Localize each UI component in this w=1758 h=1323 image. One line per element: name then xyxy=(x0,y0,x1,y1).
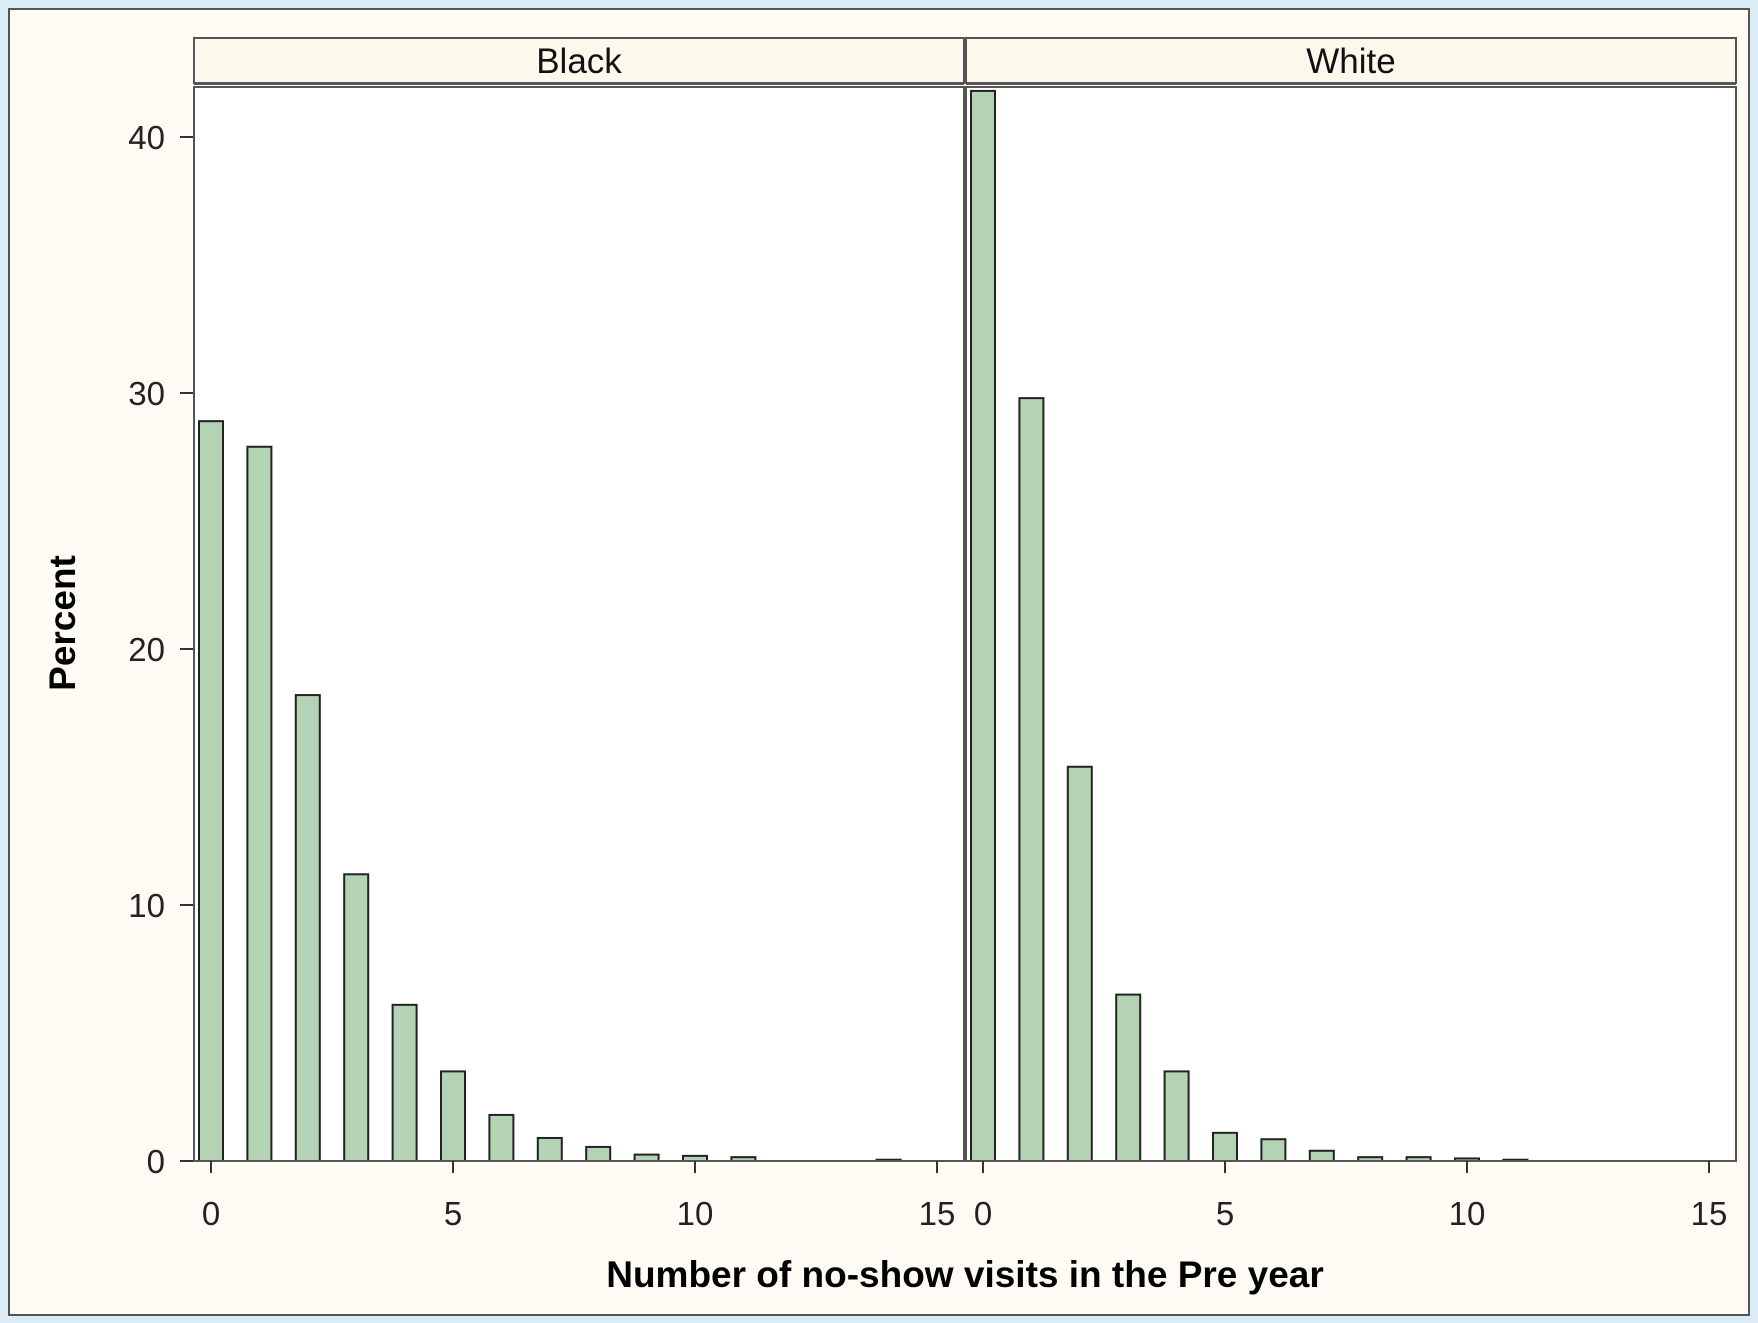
x-axis-title: Number of no-show visits in the Pre year xyxy=(606,1254,1324,1295)
histogram-bar xyxy=(1066,765,1093,1162)
x-tick-label: 15 xyxy=(919,1195,956,1232)
plot-area xyxy=(965,86,1737,1162)
plot-area xyxy=(193,86,965,1162)
x-tick-label: 5 xyxy=(1216,1195,1234,1232)
y-tick-label: 0 xyxy=(147,1143,165,1180)
histogram-bar xyxy=(1260,1138,1287,1162)
x-tick-label: 10 xyxy=(1449,1195,1486,1232)
y-tick-label: 40 xyxy=(128,119,165,156)
y-axis: 0 10 20 30 40 xyxy=(128,119,193,1180)
panel-black: Black 0 5 10 15 xyxy=(193,37,965,1232)
y-axis-title: Percent xyxy=(42,555,83,691)
histogram-bar xyxy=(536,1136,563,1162)
histogram-bar xyxy=(391,1003,418,1163)
histogram-bar xyxy=(343,873,370,1163)
x-tick-label: 0 xyxy=(974,1195,992,1232)
x-tick-label: 10 xyxy=(677,1195,714,1232)
histogram-bar xyxy=(1018,397,1045,1162)
chart-panels: Black 0 5 10 15 White 0 5 10 15 xyxy=(193,37,1737,1232)
panel-label: Black xyxy=(536,42,622,81)
y-tick-label: 20 xyxy=(128,631,165,668)
panel-white: White 0 5 10 15 xyxy=(965,37,1737,1232)
x-tick-label: 15 xyxy=(1691,1195,1728,1232)
panel-header xyxy=(965,37,1737,84)
histogram-bar xyxy=(1115,993,1142,1162)
histogram-bar xyxy=(1212,1131,1238,1162)
histogram-bar xyxy=(1163,1070,1190,1163)
histogram-bar xyxy=(970,89,996,1162)
panel-label: White xyxy=(1306,42,1395,81)
histogram-bar xyxy=(440,1070,466,1163)
histogram-bar xyxy=(488,1113,515,1163)
histogram-bar xyxy=(198,420,224,1163)
x-tick-label: 5 xyxy=(444,1195,462,1232)
histogram-bar xyxy=(246,445,273,1162)
panel-header xyxy=(193,37,965,84)
y-tick-label: 10 xyxy=(128,887,165,924)
x-tick-label: 0 xyxy=(202,1195,220,1232)
histogram-bar xyxy=(585,1145,612,1163)
y-tick-label: 30 xyxy=(128,375,165,412)
histogram-bar xyxy=(294,694,321,1163)
histogram-bar xyxy=(1308,1149,1335,1163)
